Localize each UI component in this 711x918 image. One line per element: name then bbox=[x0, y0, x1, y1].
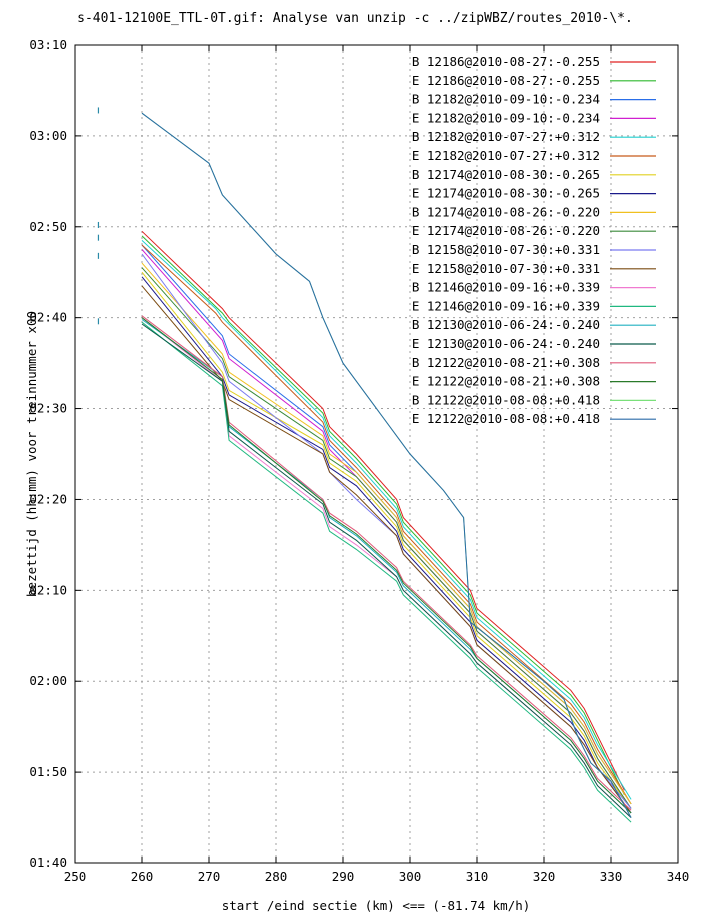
series-line bbox=[141, 244, 632, 805]
x-axis: 250 260 270 280 290 300 310 320 330 340 bbox=[64, 45, 690, 884]
x-tick-label: 330 bbox=[600, 869, 623, 884]
legend-label: B 12174@2010-08-30:-0.265 bbox=[412, 167, 600, 182]
legend-label: B 12122@2010-08-08:+0.418 bbox=[412, 392, 600, 407]
legend-label: E 12174@2010-08-26:-0.220 bbox=[412, 223, 600, 238]
series-line bbox=[141, 262, 632, 805]
legend-label: E 12130@2010-06-24:-0.240 bbox=[412, 336, 600, 351]
y-tick-label: 01:40 bbox=[29, 855, 67, 870]
y-tick-label: 02:00 bbox=[29, 673, 67, 688]
legend-label: B 12182@2010-09-10:-0.234 bbox=[412, 92, 600, 107]
series-line bbox=[141, 240, 632, 800]
y-tick-label: 01:50 bbox=[29, 764, 67, 779]
legend-label: E 12182@2010-09-10:-0.234 bbox=[412, 110, 600, 125]
y-axis: 01:40 01:50 02:00 02:10 02:20 02:30 02:40 02:50… bbox=[29, 37, 678, 870]
legend: B 12186@2010-08-27:-0.255 E 12186@2010-08… bbox=[412, 54, 656, 426]
y-tick-label: 02:10 bbox=[29, 582, 67, 597]
plot-frame bbox=[74, 44, 679, 864]
legend-label: B 12182@2010-07-27:+0.312 bbox=[412, 129, 600, 144]
legend-label: E 12146@2010-09-16:+0.339 bbox=[412, 298, 600, 313]
series-group bbox=[97, 107, 632, 823]
legend-label: B 12130@2010-06-24:-0.240 bbox=[412, 317, 600, 332]
x-axis-label: start /eind sectie (km) <== (-81.74 km/h… bbox=[222, 898, 531, 913]
series-line bbox=[141, 321, 632, 823]
x-tick-label: 270 bbox=[198, 869, 221, 884]
chart-title: s-401-12100E_TTL-0T.gif: Analyse van unz… bbox=[77, 11, 633, 26]
series-line bbox=[141, 230, 625, 791]
legend-label: B 12146@2010-09-16:+0.339 bbox=[412, 280, 600, 295]
series-line bbox=[141, 112, 632, 818]
x-tick-label: 340 bbox=[667, 869, 690, 884]
series-line bbox=[141, 323, 632, 818]
series-line bbox=[141, 317, 632, 814]
x-tick-label: 320 bbox=[533, 869, 556, 884]
series-line bbox=[141, 249, 632, 809]
legend-label: E 12174@2010-08-30:-0.265 bbox=[412, 186, 600, 201]
series-line bbox=[141, 235, 625, 796]
legend-label: B 12186@2010-08-27:-0.255 bbox=[412, 54, 600, 69]
legend-label: E 12122@2010-08-08:+0.418 bbox=[412, 411, 600, 426]
x-tick-label: 290 bbox=[332, 869, 355, 884]
y-tick-label: 03:10 bbox=[29, 37, 67, 52]
y-tick-label: 02:30 bbox=[29, 401, 67, 416]
legend-label: E 12122@2010-08-21:+0.308 bbox=[412, 374, 600, 389]
series-line bbox=[141, 315, 632, 811]
legend-label: E 12182@2010-07-27:+0.312 bbox=[412, 148, 600, 163]
y-tick-label: 02:20 bbox=[29, 491, 67, 506]
legend-label: B 12174@2010-08-26:-0.220 bbox=[412, 204, 600, 219]
series-line bbox=[141, 285, 632, 814]
y-tick-label: 03:00 bbox=[29, 128, 67, 143]
legend-label: B 12122@2010-08-21:+0.308 bbox=[412, 355, 600, 370]
legend-label: E 12186@2010-08-27:-0.255 bbox=[412, 73, 600, 88]
legend-label: B 12158@2010-07-30:+0.331 bbox=[412, 242, 600, 257]
x-tick-label: 260 bbox=[131, 869, 154, 884]
y-tick-label: 02:40 bbox=[29, 310, 67, 325]
y-axis-label: bezettijd (hh:mm) voor treinnummer x00 bbox=[24, 311, 39, 597]
x-tick-label: 300 bbox=[399, 869, 422, 884]
legend-label: E 12158@2010-07-30:+0.331 bbox=[412, 261, 600, 276]
x-tick-label: 250 bbox=[64, 869, 87, 884]
x-tick-label: 280 bbox=[265, 869, 288, 884]
series-line bbox=[141, 276, 632, 814]
x-tick-label: 310 bbox=[466, 869, 489, 884]
series-line bbox=[141, 271, 632, 809]
y-tick-label: 02:50 bbox=[29, 219, 67, 234]
series-line bbox=[141, 267, 632, 809]
